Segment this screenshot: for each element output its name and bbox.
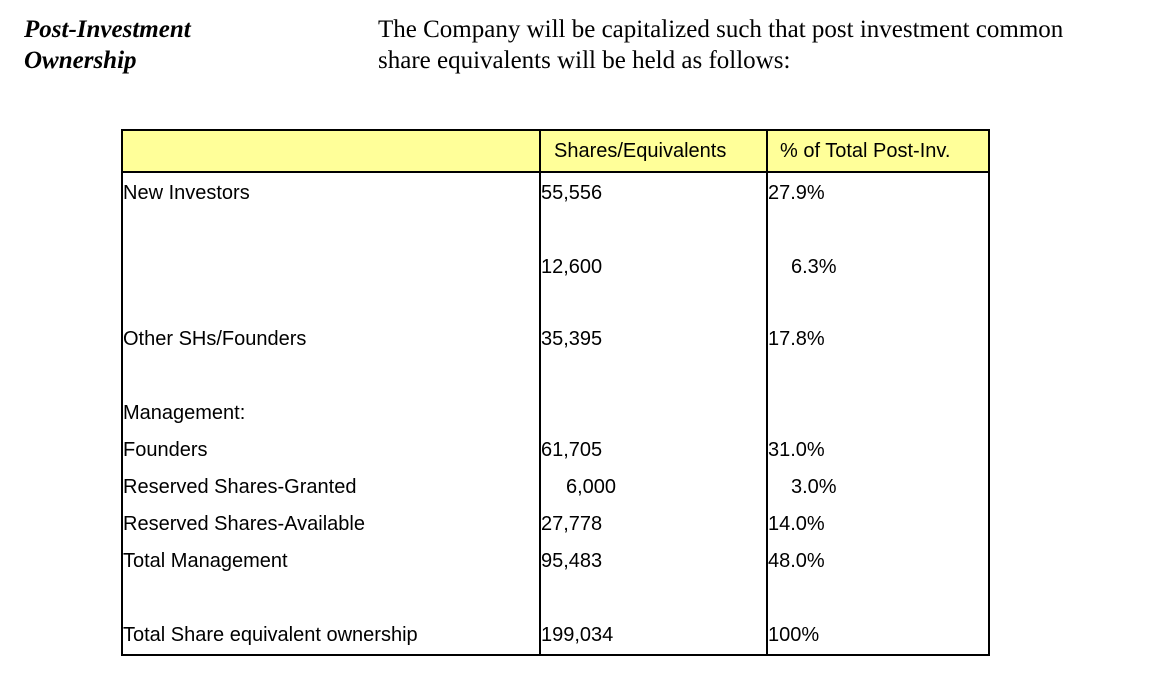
section-heading-line-2: Ownership: [24, 47, 137, 74]
row-shares: 12,600: [540, 256, 768, 328]
row-pct: 6.3%: [767, 256, 990, 328]
row-shares: 199,034: [540, 624, 768, 656]
row-label: Total Share equivalent ownership: [121, 624, 541, 656]
row-pct: 27.9%: [767, 172, 990, 256]
section-heading-line-1: Post-Investment: [24, 16, 191, 43]
section-heading: Post-Investment Ownership: [24, 14, 324, 76]
row-label: Management:: [121, 402, 541, 439]
header-label: [121, 129, 541, 173]
row-shares: 35,395: [540, 328, 768, 402]
row-label: Other SHs/Founders: [121, 328, 541, 402]
row-shares: 61,705: [540, 439, 768, 476]
table-row-management: Management:: [121, 402, 990, 439]
row-shares: [540, 402, 768, 439]
header-pct: % of Total Post-Inv.: [767, 129, 990, 173]
row-pct: 48.0%: [767, 550, 990, 624]
header-shares: Shares/Equivalents: [540, 129, 768, 173]
row-label: Total Management: [121, 550, 541, 624]
row-shares: 55,556: [540, 172, 768, 256]
table-row-total-management: Total Management 95,483 48.0%: [121, 550, 990, 624]
table-header-row: Shares/Equivalents % of Total Post-Inv.: [121, 129, 990, 173]
intro-line-2: share equivalents will be held as follow…: [378, 47, 791, 74]
intro-line-1: The Company will be capitalized such tha…: [378, 16, 1064, 43]
table-row-new-investors: New Investors 55,556 27.9%: [121, 172, 990, 256]
table-row-total: Total Share equivalent ownership 199,034…: [121, 624, 990, 656]
row-pct: 100%: [767, 624, 990, 656]
table-row-unlabeled: 12,600 6.3%: [121, 256, 990, 328]
table-row-reserved-available: Reserved Shares-Available 27,778 14.0%: [121, 513, 990, 550]
table-row-reserved-granted: Reserved Shares-Granted 6,000 3.0%: [121, 476, 990, 513]
row-pct: 17.8%: [767, 328, 990, 402]
row-label: [121, 256, 541, 328]
ownership-table: Shares/Equivalents % of Total Post-Inv. …: [121, 129, 990, 656]
row-label: Reserved Shares-Granted: [121, 476, 541, 513]
row-shares: 27,778: [540, 513, 768, 550]
row-pct: 3.0%: [767, 476, 990, 513]
table-row-founders: Founders 61,705 31.0%: [121, 439, 990, 476]
row-shares: 95,483: [540, 550, 768, 624]
intro-paragraph: The Company will be capitalized such tha…: [378, 14, 1148, 76]
row-shares: 6,000: [540, 476, 768, 513]
row-pct: 14.0%: [767, 513, 990, 550]
row-label: Reserved Shares-Available: [121, 513, 541, 550]
table-row-other-shs: Other SHs/Founders 35,395 17.8%: [121, 328, 990, 402]
row-label: Founders: [121, 439, 541, 476]
row-pct: 31.0%: [767, 439, 990, 476]
row-pct: [767, 402, 990, 439]
row-label: New Investors: [121, 172, 541, 256]
